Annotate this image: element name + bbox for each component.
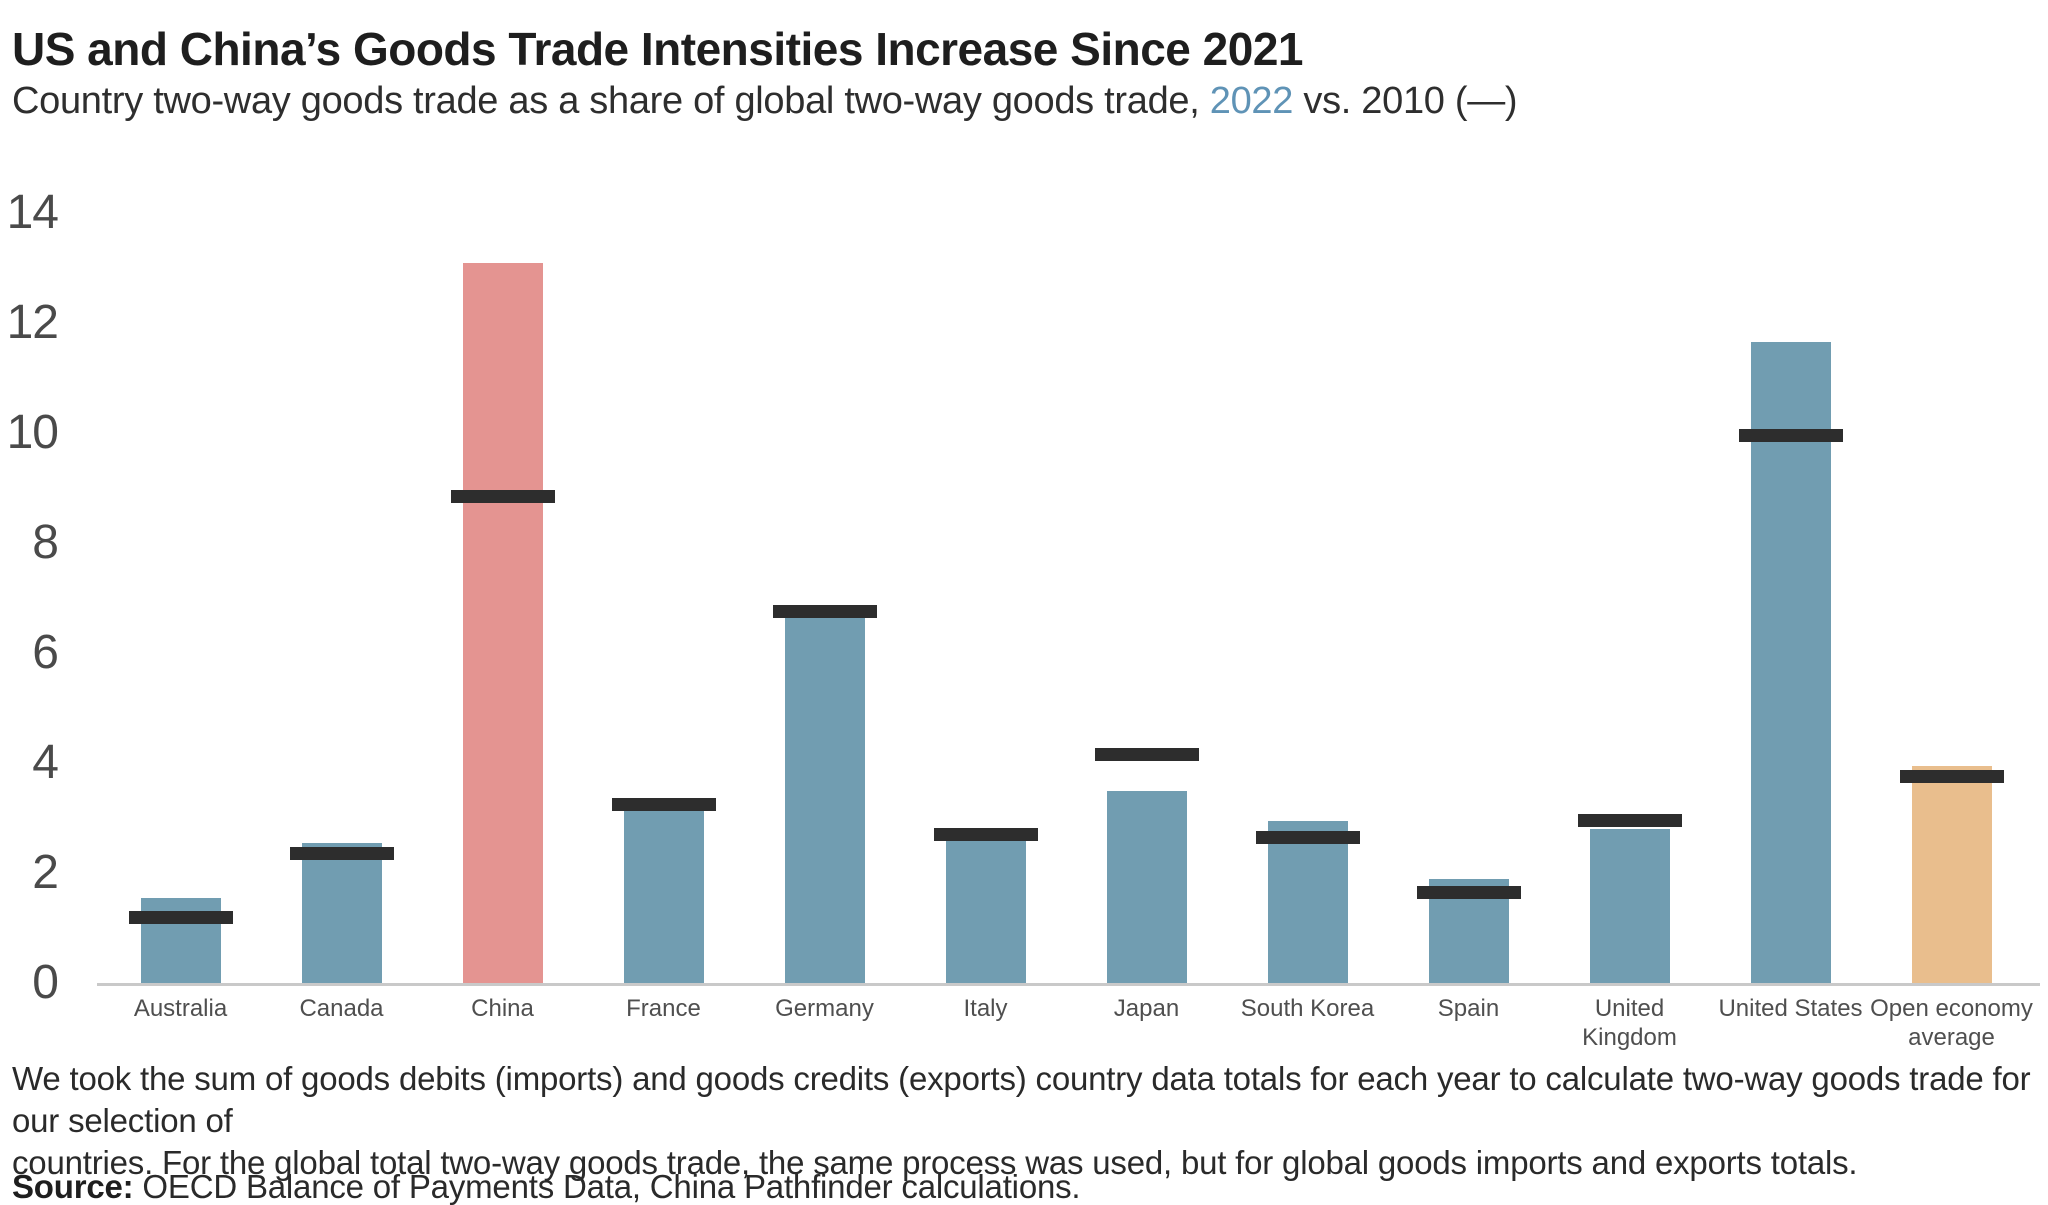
column-germany: Germany (744, 213, 905, 1022)
column-open-economy-average: Open economy average (1870, 213, 2033, 1051)
y-tick-label-14: 14 (6, 186, 59, 239)
marker-2010-germany (772, 605, 877, 619)
category-label-germany: Germany (775, 995, 874, 1022)
column-south-korea: South Korea (1227, 213, 1388, 1022)
chart-subtitle: Country two-way goods trade as a share o… (12, 80, 1518, 123)
footnote: We took the sum of goods debits (imports… (12, 1058, 2040, 1185)
marker-2010-australia (128, 910, 233, 924)
y-tick-label-8: 8 (32, 516, 59, 569)
y-tick-label-0: 0 (32, 956, 59, 1009)
marker-2010-united-states (1738, 429, 1843, 443)
bar-2022-germany (784, 617, 865, 983)
bar-2022-united-kingdom (1589, 829, 1670, 983)
category-label-france: France (626, 995, 701, 1022)
bar-2022-united-states (1750, 342, 1831, 983)
subtitle-text: Country two-way goods trade as a share o… (12, 80, 1210, 122)
marker-2010-italy (933, 828, 1038, 841)
column-china: China (422, 213, 583, 1022)
marker-2010-france (611, 797, 716, 811)
category-label-united-kingdom: United Kingdom (1582, 995, 1677, 1051)
category-label-spain: Spain (1437, 995, 1500, 1022)
category-label-australia: Australia (133, 995, 228, 1022)
category-label-canada: Canada (299, 995, 384, 1022)
column-canada: Canada (261, 213, 422, 1022)
bar-2022-open-economy-average (1911, 765, 1992, 983)
source-text: OECD Balance of Payments Data, China Pat… (133, 1168, 1081, 1205)
bar-2022-china (462, 262, 543, 983)
source-line: Source: OECD Balance of Payments Data, C… (12, 1168, 2040, 1205)
footnote-line-1: We took the sum of goods debits (imports… (12, 1060, 2031, 1140)
y-tick-label-10: 10 (6, 406, 59, 459)
bar-2022-canada (301, 842, 382, 983)
marker-2010-china (450, 489, 555, 503)
column-italy: Italy (905, 213, 1066, 1022)
y-axis-tick-labels: 14 12 10 8 6 4 2 0 (0, 186, 59, 1009)
column-australia: Australia (100, 213, 261, 1022)
bar-2022-italy (945, 840, 1026, 983)
marker-2010-japan (1094, 748, 1199, 762)
marker-2010-canada (289, 847, 394, 861)
plot-area: Australia Canada China France Germany Italy Ja… (100, 213, 2033, 1051)
bar-2022-japan (1106, 790, 1187, 983)
category-label-japan: Japan (1113, 995, 1180, 1022)
chart-title: US and China’s Goods Trade Intensities I… (12, 23, 1304, 75)
bar-2022-france (623, 809, 704, 983)
y-tick-label-6: 6 (32, 626, 59, 679)
category-label-open-economy-average: Open economy average (1870, 995, 2033, 1051)
column-united-states: United States (1710, 213, 1871, 1022)
column-japan: Japan (1066, 213, 1227, 1022)
x-axis-baseline (97, 983, 2040, 986)
column-spain: Spain (1388, 213, 1549, 1022)
category-label-south-korea: South Korea (1240, 995, 1375, 1022)
y-tick-label-4: 4 (32, 736, 59, 789)
marker-2010-spain (1416, 885, 1521, 899)
marker-2010-open-economy-average (1899, 770, 2004, 784)
bar-2022-south-korea (1267, 820, 1348, 983)
category-label-china: China (471, 995, 534, 1022)
column-france: France (583, 213, 744, 1022)
subtitle-vs-2010: vs. 2010 (—) (1293, 80, 1518, 122)
marker-2010-south-korea (1255, 830, 1360, 844)
y-tick-label-2: 2 (32, 846, 59, 899)
y-tick-label-12: 12 (6, 296, 59, 349)
marker-2010-united-kingdom (1577, 814, 1682, 828)
source-label: Source: (12, 1168, 134, 1205)
category-label-italy: Italy (963, 995, 1008, 1022)
category-label-united-states: United States (1718, 995, 1863, 1022)
subtitle-year-2022: 2022 (1209, 80, 1294, 122)
footnote-line-2: countries. For the global total two-way … (12, 1144, 1858, 1182)
column-united-kingdom: United Kingdom (1549, 213, 1710, 1051)
